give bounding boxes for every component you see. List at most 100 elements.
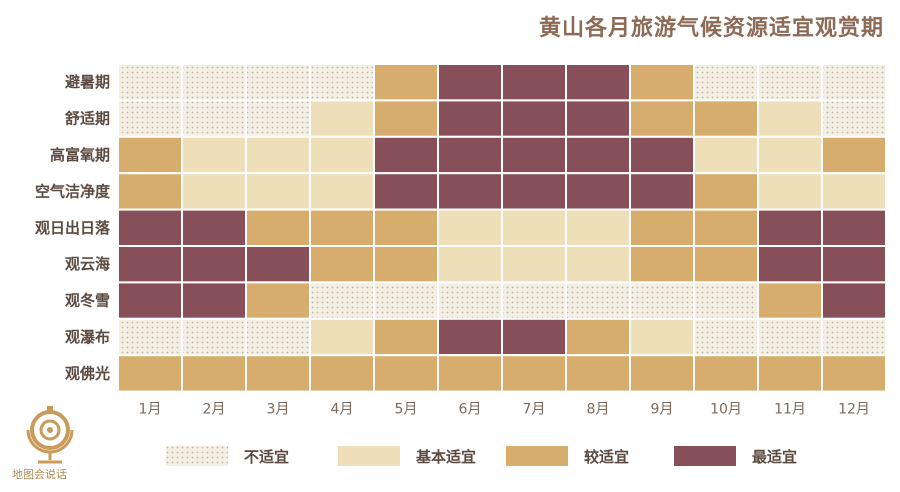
heatmap-cell [821, 281, 887, 320]
heatmap-cell [309, 208, 375, 248]
heatmap-cell [501, 245, 567, 284]
heatmap-cells [117, 63, 887, 393]
heatmap-cell [437, 281, 503, 320]
month-label: 8月 [587, 402, 610, 418]
legend-label: 较适宜 [584, 448, 629, 466]
month-label: 9月 [651, 402, 674, 418]
heatmap-cell [629, 63, 695, 102]
heatmap-cell [373, 317, 439, 357]
heatmap-cell [181, 245, 247, 284]
heatmap-cell [501, 208, 567, 248]
legend-swatch [506, 446, 568, 466]
heatmap-cell [757, 317, 823, 357]
legend: 不适宜 基本适宜 较适宜 最适宜 [166, 446, 797, 466]
heatmap-cell [245, 245, 311, 284]
heatmap-cell [821, 317, 887, 357]
chart-title: 黄山各月旅游气候资源适宜观赏期 [538, 16, 884, 41]
heatmap-cell [757, 245, 823, 284]
heatmap-cell [693, 172, 759, 211]
heatmap-cell [821, 245, 887, 284]
heatmap-cell [437, 172, 503, 211]
heatmap-cell [309, 135, 375, 175]
legend-swatch [674, 446, 736, 466]
month-label: 6月 [459, 402, 482, 418]
row-label: 舒适期 [65, 110, 110, 128]
heatmap-cell [181, 317, 247, 357]
row-label: 观冬雪 [65, 292, 110, 310]
month-label: 7月 [523, 402, 546, 418]
row-label: 观瀑布 [65, 328, 110, 346]
legend-swatch [166, 446, 228, 466]
heatmap-cell [117, 245, 183, 284]
heatmap-cell [181, 63, 247, 102]
heatmap-cell [309, 317, 375, 357]
heatmap-cell [693, 135, 759, 175]
heatmap-cell [565, 135, 631, 175]
heatmap-cell [629, 208, 695, 248]
logo-icon [26, 406, 74, 464]
heatmap-cell [757, 172, 823, 211]
heatmap-cell [757, 99, 823, 138]
heatmap-cell [629, 172, 695, 211]
heatmap-cell [245, 63, 311, 102]
month-label: 1月 [139, 402, 162, 418]
heatmap-cell [821, 135, 887, 175]
row-label: 观云海 [65, 255, 110, 273]
heatmap-cell [821, 172, 887, 211]
row-label: 避暑期 [65, 73, 110, 91]
month-labels: 1月 2月 3月 4月 5月 6月 7月 8月 9月 10月 11月 12月 [139, 402, 870, 418]
legend-swatch [338, 446, 400, 466]
heatmap-cell [245, 208, 311, 248]
heatmap-cell [309, 281, 375, 320]
heatmap-cell [181, 99, 247, 138]
heatmap-cell [757, 208, 823, 248]
heatmap-cell [629, 135, 695, 175]
heatmap-cell [629, 317, 695, 357]
heatmap-cell [309, 63, 375, 102]
month-label: 4月 [331, 402, 354, 418]
heatmap-cell [565, 354, 631, 393]
month-label: 10月 [710, 402, 742, 418]
heatmap-cell [309, 99, 375, 138]
heatmap-cell [373, 245, 439, 284]
heatmap-cell [693, 208, 759, 248]
heatmap-cell [501, 281, 567, 320]
heatmap-cell [693, 245, 759, 284]
month-label: 3月 [267, 402, 290, 418]
heatmap-cell [757, 135, 823, 175]
heatmap-cell [181, 135, 247, 175]
heatmap-cell [245, 354, 311, 393]
heatmap-cell [693, 281, 759, 320]
heatmap-cell [565, 99, 631, 138]
heatmap-cell [821, 208, 887, 248]
watermark-text: 地图会说话 [12, 468, 67, 481]
heatmap-cell [437, 99, 503, 138]
heatmap-cell [437, 354, 503, 393]
heatmap-cell [373, 354, 439, 393]
heatmap-cell [693, 99, 759, 138]
row-label: 观佛光 [65, 364, 110, 382]
heatmap-cell [757, 63, 823, 102]
heatmap-cell [437, 245, 503, 284]
heatmap-cell [629, 281, 695, 320]
heatmap-cell [501, 354, 567, 393]
heatmap-cell [565, 208, 631, 248]
heatmap-cell [757, 281, 823, 320]
heatmap-cell [117, 63, 183, 102]
heatmap-cell [181, 354, 247, 393]
heatmap-cell [181, 208, 247, 248]
heatmap-cell [309, 245, 375, 284]
heatmap-cell [821, 354, 887, 393]
heatmap-cell [629, 354, 695, 393]
heatmap-cell [437, 63, 503, 102]
heatmap-cell [117, 354, 183, 393]
legend-label: 不适宜 [244, 448, 289, 466]
heatmap-cell [693, 63, 759, 102]
month-label: 5月 [395, 402, 418, 418]
heatmap-cell [181, 172, 247, 211]
heatmap-cell [117, 99, 183, 138]
heatmap-cell [565, 317, 631, 357]
heatmap-cell [373, 63, 439, 102]
heatmap-cell [565, 281, 631, 320]
heatmap-cell [117, 208, 183, 248]
